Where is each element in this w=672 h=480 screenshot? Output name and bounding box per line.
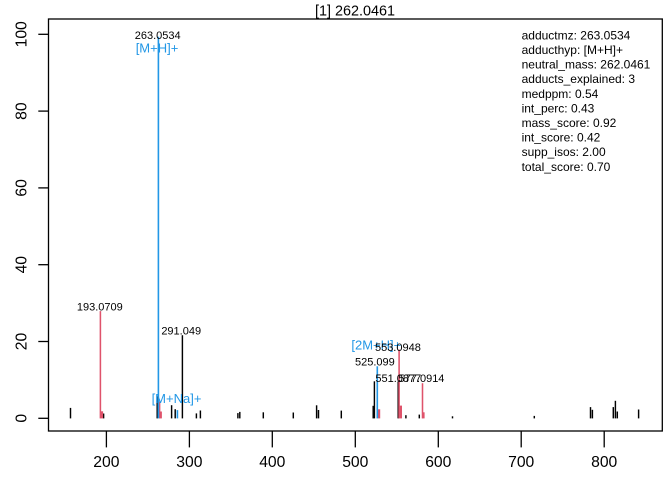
svg-text:551.0877: 551.0877 xyxy=(375,373,421,385)
svg-text:int_perc: 0.43: int_perc: 0.43 xyxy=(522,101,595,115)
svg-text:adducts_explained: 3: adducts_explained: 3 xyxy=(522,72,636,86)
svg-text:mass_score: 0.92: mass_score: 0.92 xyxy=(522,116,617,130)
svg-text:600: 600 xyxy=(425,454,451,471)
svg-text:193.0709: 193.0709 xyxy=(77,301,123,313)
svg-text:medppm: 0.54: medppm: 0.54 xyxy=(522,87,599,101)
svg-text:100: 100 xyxy=(14,21,31,47)
svg-text:20: 20 xyxy=(14,333,31,351)
svg-text:700: 700 xyxy=(508,454,534,471)
svg-text:[M+Na]+: [M+Na]+ xyxy=(152,391,202,406)
svg-text:800: 800 xyxy=(591,454,617,471)
svg-text:400: 400 xyxy=(259,454,285,471)
svg-text:adductmz: 263.0534: adductmz: 263.0534 xyxy=(522,28,631,42)
svg-text:291.049: 291.049 xyxy=(161,326,201,338)
svg-text:neutral_mass: 262.0461: neutral_mass: 262.0461 xyxy=(522,58,651,72)
svg-text:int_score: 0.42: int_score: 0.42 xyxy=(522,131,601,145)
svg-text:553.0948: 553.0948 xyxy=(375,342,421,354)
svg-text:577.0914: 577.0914 xyxy=(399,373,445,385)
svg-text:[2M+H]+: [2M+H]+ xyxy=(351,338,401,353)
svg-text:40: 40 xyxy=(14,256,31,274)
svg-text:adducthyp: [M+H]+: adducthyp: [M+H]+ xyxy=(522,43,623,57)
svg-text:[1] 262.0461: [1] 262.0461 xyxy=(315,3,395,19)
svg-text:0: 0 xyxy=(14,414,31,423)
svg-text:200: 200 xyxy=(93,454,119,471)
svg-text:525.099: 525.099 xyxy=(355,357,395,369)
svg-text:500: 500 xyxy=(342,454,368,471)
svg-text:60: 60 xyxy=(14,179,31,197)
svg-text:[M+H]+: [M+H]+ xyxy=(136,41,179,56)
svg-text:300: 300 xyxy=(176,454,202,471)
svg-text:total_score: 0.70: total_score: 0.70 xyxy=(522,160,611,174)
svg-text:80: 80 xyxy=(14,102,31,120)
svg-text:supp_isos: 2.00: supp_isos: 2.00 xyxy=(522,145,606,159)
svg-text:263.0534: 263.0534 xyxy=(135,30,181,42)
